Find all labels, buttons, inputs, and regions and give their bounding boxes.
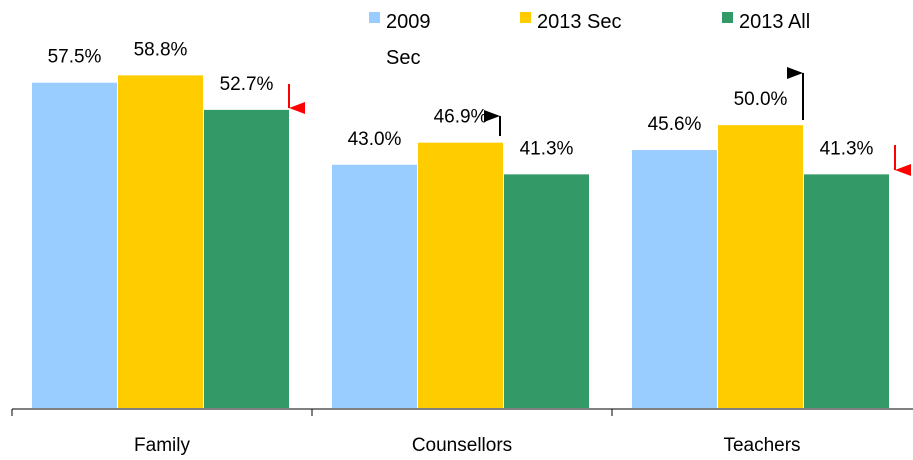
legend-swatch <box>369 12 380 23</box>
bar <box>632 150 717 408</box>
value-label: 50.0% <box>734 89 788 110</box>
value-label: 58.8% <box>134 39 188 60</box>
legend-label: 2013 All <box>739 11 811 33</box>
value-label: 57.5% <box>48 47 102 68</box>
legend-label: 2013 Sec <box>537 11 622 33</box>
value-label: 45.6% <box>648 114 702 135</box>
bar <box>118 75 203 409</box>
value-label: 41.3% <box>520 138 574 159</box>
bar <box>718 125 803 409</box>
x-tick-label: Teachers <box>723 435 800 456</box>
value-label: 43.0% <box>348 129 402 150</box>
bar <box>418 142 503 408</box>
x-tick-label: Counsellors <box>412 435 512 456</box>
value-label: 41.3% <box>820 138 874 159</box>
bar <box>504 174 589 408</box>
value-label: 52.7% <box>220 74 274 95</box>
bar <box>32 82 117 408</box>
bar <box>204 109 289 409</box>
legend-swatch <box>722 12 733 23</box>
value-label: 46.9% <box>434 107 488 128</box>
bar <box>804 174 889 408</box>
x-tick-label: Family <box>134 435 190 456</box>
bar <box>332 164 417 408</box>
legend-label: 2009 Sec <box>386 11 431 69</box>
legend-swatch <box>520 12 531 23</box>
